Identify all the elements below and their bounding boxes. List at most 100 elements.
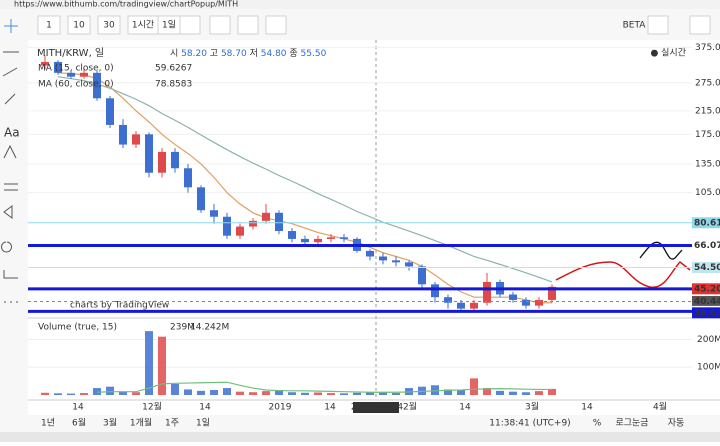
interval-label[interactable]: 1: [46, 21, 52, 31]
y-tick-label: 375.00: [695, 43, 720, 53]
crosshair-tool[interactable]: [4, 19, 18, 33]
volume-bar: [366, 392, 374, 395]
interval-label[interactable]: 10: [73, 21, 85, 31]
range-button[interactable]: 1일: [196, 418, 210, 429]
volume-bar: [457, 390, 465, 395]
candle-body: [236, 226, 244, 236]
candle-body: [67, 72, 75, 77]
volume-bar: [93, 388, 101, 395]
time-label: 4월: [653, 401, 667, 413]
url: https://www.bithumb.com/tradingview/char…: [14, 0, 238, 9]
volume-bar: [223, 388, 231, 395]
volume-bar: [327, 393, 335, 395]
volume-bar: [535, 391, 543, 395]
candle-body: [171, 151, 179, 169]
candle-body: [340, 237, 348, 239]
y-tick-label: 105.00: [695, 188, 720, 198]
time-label: 14: [199, 403, 211, 413]
log-toggle[interactable]: 로그눈금: [615, 418, 648, 429]
beta-label: BETA: [623, 21, 647, 31]
percent-toggle[interactable]: %: [593, 419, 602, 429]
interval-button[interactable]: [37, 15, 61, 35]
volume-tick-label: 200M: [697, 335, 720, 345]
price-tag-label: 66.07: [694, 241, 720, 251]
range-button[interactable]: 6월: [72, 417, 86, 429]
candle-body: [262, 212, 270, 221]
volume-bar: [470, 378, 478, 395]
candle-body: [548, 286, 556, 300]
volume-bar: [444, 389, 452, 395]
price-tag: [692, 296, 720, 308]
volume-bar: [54, 393, 62, 395]
candle-body: [197, 187, 205, 211]
symbol: MITH/KRW, 일: [37, 47, 104, 59]
interval-button[interactable]: [157, 15, 181, 35]
volume-bar: [145, 331, 153, 395]
time-label: 2월: [403, 401, 417, 413]
candle-body: [275, 212, 283, 232]
volume-bar: [509, 391, 517, 395]
volume-bar: [184, 389, 192, 395]
volume-bar: [353, 392, 361, 395]
volume-bar: [522, 392, 530, 395]
interval-button[interactable]: [67, 15, 91, 35]
candle-body: [405, 262, 413, 267]
candle-body: [366, 250, 374, 257]
volume-bar: [132, 392, 140, 395]
candle-body: [444, 297, 452, 303]
candle-body: [80, 72, 88, 77]
volume-bar: [171, 383, 179, 395]
volume-bar: [288, 392, 296, 395]
volume-bar: [548, 388, 556, 395]
tool-panel: [0, 40, 28, 432]
candle-body: [210, 210, 218, 217]
interval-label[interactable]: 1시간: [132, 20, 154, 31]
time-label: 3월: [525, 401, 539, 413]
candle-body: [41, 61, 49, 66]
volume-name: Volume (true, 15): [38, 323, 117, 333]
volume-bar: [275, 390, 283, 395]
page-below: [0, 432, 720, 442]
range-button[interactable]: 1개월: [130, 417, 152, 429]
bottom-bar: [0, 415, 720, 432]
drawing-red: [555, 260, 691, 288]
y-tick-label: 275.00: [695, 78, 720, 88]
ma15-value: 59.6267: [155, 64, 192, 74]
candle-body: [106, 98, 114, 125]
ohlc-part: 54.80: [261, 49, 287, 59]
volume-bar: [236, 391, 244, 395]
interval-button[interactable]: [97, 15, 121, 35]
range-button[interactable]: 1년: [41, 418, 55, 429]
candle-body: [145, 134, 153, 173]
volume-bar: [119, 391, 127, 395]
auto-toggle[interactable]: 자동: [668, 418, 685, 429]
candle-body: [119, 124, 127, 145]
indicator-button[interactable]: [209, 15, 231, 35]
volume-tick-label: 100M: [697, 363, 720, 373]
ma-line: [57, 72, 552, 304]
chart-type-button[interactable]: [179, 15, 201, 35]
candle-body: [457, 302, 465, 309]
settings-button[interactable]: [237, 15, 259, 35]
interval-label[interactable]: 30: [103, 21, 115, 31]
fullscreen-button[interactable]: [647, 15, 669, 35]
camera-button[interactable]: [265, 15, 287, 35]
range-button[interactable]: 1주: [165, 418, 179, 429]
interval-label[interactable]: 1일: [162, 20, 176, 31]
text-tool[interactable]: Aa: [4, 126, 20, 140]
price-tag-label: 80.61: [694, 218, 720, 228]
price-tag-label: 36.62: [694, 308, 720, 318]
volume-bar: [41, 392, 49, 395]
candle-body: [301, 238, 309, 243]
range-button[interactable]: 3월: [103, 417, 117, 429]
candle-body: [132, 134, 140, 145]
candle-body: [431, 284, 439, 298]
screenshot-button[interactable]: [689, 15, 711, 35]
candle-body: [483, 281, 491, 303]
ohlc-part: 저: [250, 48, 258, 59]
volume-bar: [197, 390, 205, 395]
candle-body: [379, 256, 387, 261]
candle-body: [288, 231, 296, 239]
ma-line: [57, 76, 553, 283]
